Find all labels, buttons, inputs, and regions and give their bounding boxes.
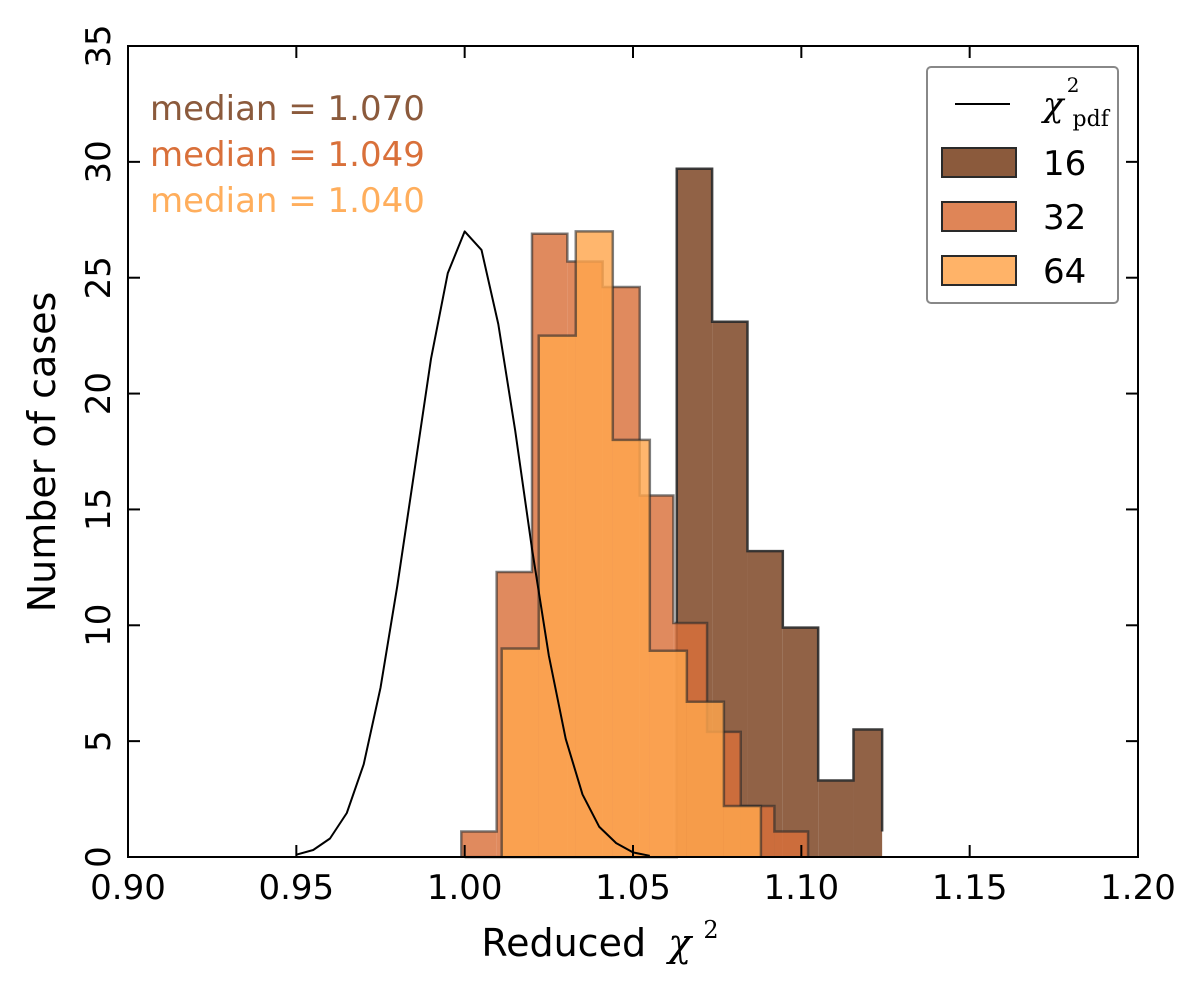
legend-label-16: 16 bbox=[1043, 144, 1086, 184]
bar-16-10 bbox=[818, 780, 854, 857]
y-tick-label: 20 bbox=[79, 372, 119, 415]
bar-64-1 bbox=[538, 335, 576, 858]
x-tick-label: 0.95 bbox=[258, 868, 334, 908]
x-tick-label: 1.10 bbox=[763, 868, 839, 908]
x-axis-superscript: 2 bbox=[703, 916, 718, 944]
chi2-pdf-curve bbox=[296, 230, 650, 857]
legend-label-32: 32 bbox=[1043, 198, 1086, 238]
bar-16-11 bbox=[853, 729, 883, 857]
x-axis-chi-symbol: χ bbox=[665, 921, 693, 965]
x-tick-label: 1.20 bbox=[1100, 868, 1176, 908]
bar-64-0 bbox=[501, 648, 539, 857]
y-tick-label: 0 bbox=[79, 846, 119, 868]
y-tick-label: 10 bbox=[79, 604, 119, 647]
series-64 bbox=[500, 230, 763, 858]
x-axis-label: Reduced bbox=[481, 921, 646, 965]
y-tick-label: 25 bbox=[79, 256, 119, 299]
median-label-32: median = 1.049 bbox=[150, 135, 425, 175]
legend-label-64: 64 bbox=[1043, 252, 1086, 292]
legend-chi-symbol: χ bbox=[1041, 85, 1066, 125]
legend-swatch-64 bbox=[941, 255, 1017, 286]
y-tick-label: 5 bbox=[79, 730, 119, 752]
bar-64-4 bbox=[649, 650, 687, 857]
legend-curve-label: χ 2 pdf bbox=[1041, 73, 1111, 132]
ticks-layer: 0.90 0.95 1.00 1.05 1.10 1.15 1.20 0 5 10 15 20 25 30… bbox=[79, 24, 1176, 908]
legend: χ 2 pdf 16 32 64 bbox=[926, 66, 1119, 304]
bar-16-9 bbox=[782, 627, 819, 857]
x-tick-label: 0.90 bbox=[90, 868, 166, 908]
x-tick-label: 1.00 bbox=[427, 868, 503, 908]
bars-layer bbox=[460, 167, 884, 859]
bar-32-9 bbox=[774, 831, 809, 857]
y-tick-label: 30 bbox=[79, 140, 119, 183]
x-tick-label: 1.05 bbox=[595, 868, 671, 908]
x-axis-title: Reduced χ 2 bbox=[481, 916, 718, 965]
median-label-16: median = 1.070 bbox=[150, 89, 425, 129]
outline-64 bbox=[500, 230, 763, 857]
y-tick-label: 35 bbox=[79, 24, 119, 67]
y-axis-label: Number of cases bbox=[20, 292, 64, 613]
legend-swatch-32 bbox=[941, 201, 1017, 232]
curve-layer bbox=[296, 230, 650, 857]
bar-64-6 bbox=[723, 806, 761, 857]
legend-frame bbox=[926, 66, 1119, 304]
bar-64-3 bbox=[612, 439, 650, 857]
legend-chi-sub: pdf bbox=[1073, 107, 1111, 132]
bar-32-0 bbox=[461, 831, 497, 857]
median-label-64: median = 1.040 bbox=[150, 181, 425, 221]
x-tick-label: 1.15 bbox=[932, 868, 1008, 908]
legend-swatch-16 bbox=[941, 147, 1017, 178]
bar-64-2 bbox=[575, 231, 613, 857]
legend-chi-sup: 2 bbox=[1067, 73, 1080, 97]
bar-64-5 bbox=[686, 701, 724, 857]
series-16 bbox=[464, 167, 884, 859]
y-tick-label: 15 bbox=[79, 488, 119, 531]
